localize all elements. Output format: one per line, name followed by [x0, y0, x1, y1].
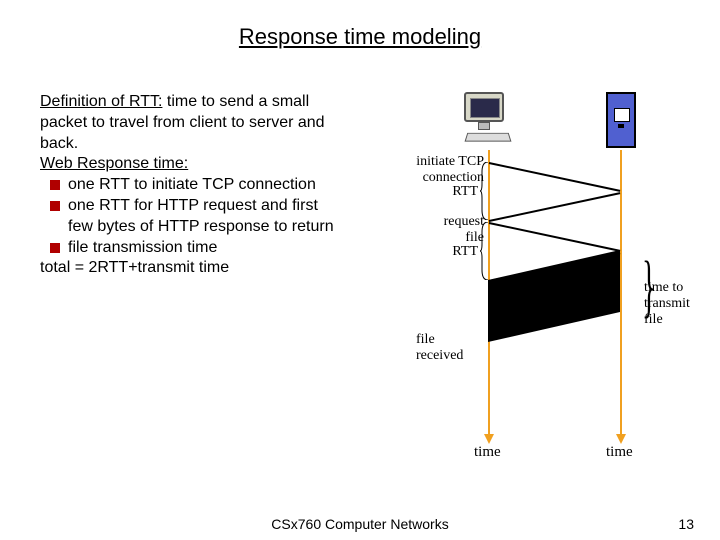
bullet-3: file transmission time	[40, 238, 340, 259]
label-request-file: request file	[420, 214, 484, 246]
dl-line3: file	[644, 312, 663, 327]
label-initiate-line1: initiate TCP	[416, 154, 484, 169]
footer-page-number: 13	[678, 516, 694, 532]
bullet-icon	[50, 180, 60, 190]
label-rtt-2: RTT	[440, 244, 478, 260]
label-recv-line1: file	[416, 332, 435, 347]
time-label-client: time	[474, 444, 501, 461]
time-label-server: time	[606, 444, 633, 461]
def-heading: Definition of RTT:	[40, 93, 162, 110]
bullet-1-text: one RTT to initiate TCP connection	[68, 175, 316, 196]
web-response-heading: Web Response time:	[40, 154, 340, 175]
bullet-1: one RTT to initiate TCP connection	[40, 175, 340, 196]
rtt-brace-1	[480, 162, 490, 220]
bullet-icon	[50, 243, 60, 253]
label-transmit-time: time to transmit file	[644, 280, 700, 328]
file-transmission-band	[488, 250, 622, 344]
label-initiate-line2: connection	[423, 170, 484, 185]
web-heading-text: Web Response time:	[40, 155, 188, 172]
monitor-stand-icon	[478, 122, 490, 130]
bullet-icon	[50, 201, 60, 211]
client-computer-icon	[460, 92, 516, 140]
label-rtt-1: RTT	[440, 184, 478, 200]
server-arrowhead-icon	[616, 434, 626, 444]
label-initiate-tcp: initiate TCP connection	[390, 154, 484, 186]
dl-line2: transmit	[644, 296, 690, 311]
label-recv-line2: received	[416, 348, 463, 363]
timing-diagram: initiate TCP connection request file fil…	[380, 92, 700, 452]
keyboard-icon	[465, 133, 512, 142]
monitor-icon	[464, 92, 504, 122]
client-arrowhead-icon	[484, 434, 494, 444]
dl-line1: time to	[644, 280, 683, 295]
server-tower-icon	[606, 92, 636, 148]
bullet-2: one RTT for HTTP request and first few b…	[40, 196, 340, 238]
rtt-brace-2	[480, 222, 490, 280]
msg-http-req	[489, 222, 620, 252]
total-line: total = 2RTT+transmit time	[40, 258, 340, 279]
label-file-received: file received	[416, 332, 484, 364]
msg-tcp-ack	[489, 192, 620, 222]
bullet-2-text: one RTT for HTTP request and first few b…	[68, 196, 340, 238]
label-req-line1: request	[444, 214, 484, 229]
text-content: Definition of RTT: time to send a small …	[40, 92, 340, 279]
footer-course: CSx760 Computer Networks	[271, 516, 448, 532]
definition-paragraph: Definition of RTT: time to send a small …	[40, 92, 340, 154]
slide-title: Response time modeling	[0, 0, 720, 50]
msg-tcp-syn	[489, 162, 620, 192]
bullet-3-text: file transmission time	[68, 238, 217, 259]
